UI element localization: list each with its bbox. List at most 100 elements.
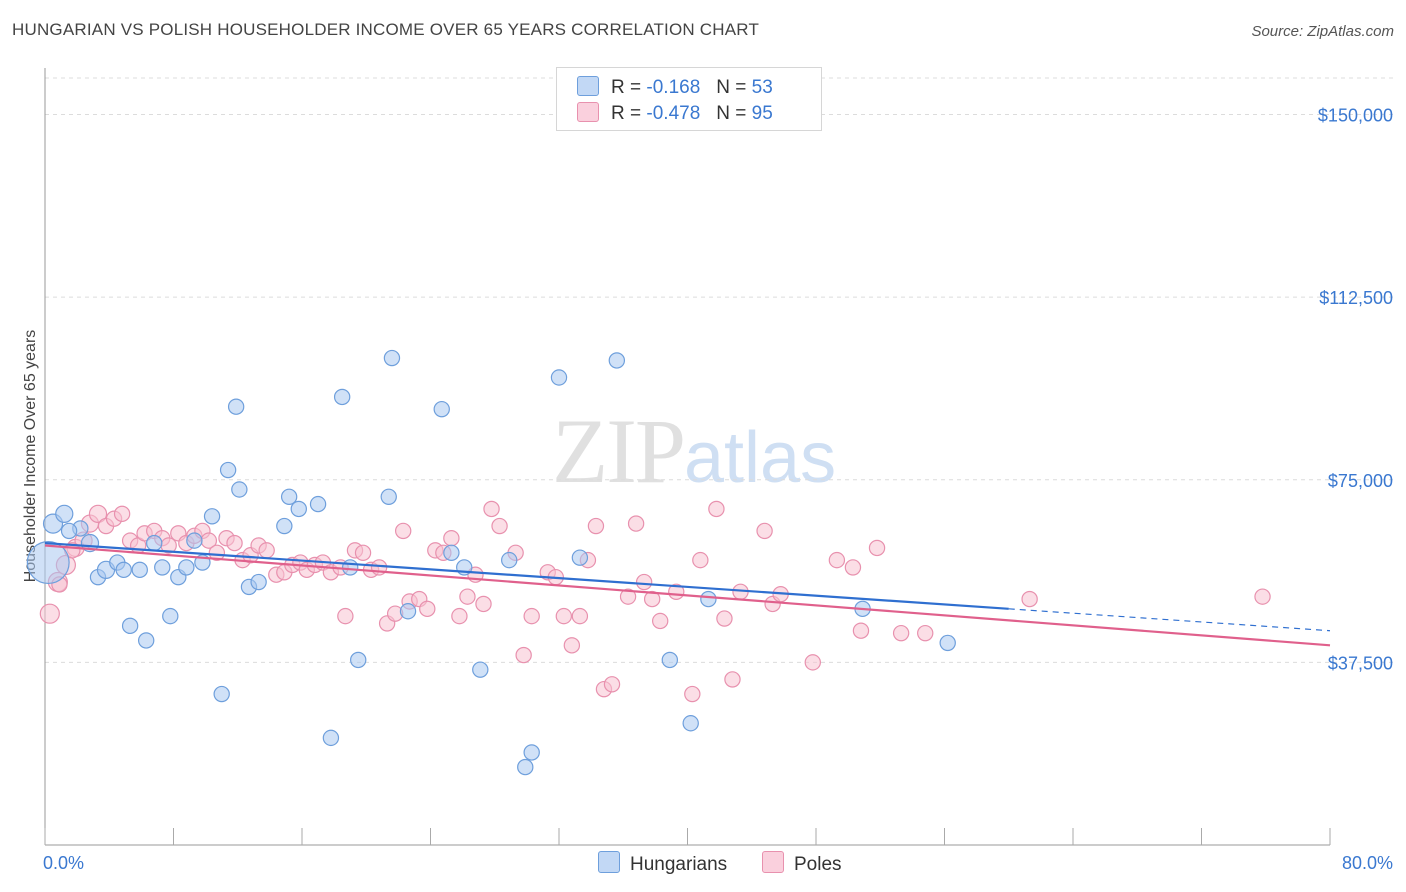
point-poles — [756, 522, 773, 540]
trendline-hungarians — [44, 541, 1009, 610]
bottom-legend-hungarians: Hungarians — [598, 851, 727, 876]
point-hungarians — [523, 744, 540, 761]
point-poles — [523, 607, 540, 625]
point-hungarians — [115, 561, 132, 579]
point-hungarians — [433, 400, 450, 418]
legend-swatch-hungarians — [577, 76, 599, 96]
point-poles — [475, 595, 492, 613]
point-hungarians — [26, 541, 70, 585]
watermark: ZIPatlas — [552, 398, 836, 504]
legend-r-value-hungarians: -0.168 — [646, 77, 701, 98]
y-tick-label: $75,000 — [1328, 471, 1393, 491]
point-poles — [337, 607, 354, 625]
bottom-legend-poles: Poles — [762, 851, 842, 876]
point-hungarians — [55, 504, 74, 524]
point-poles — [491, 517, 508, 535]
point-hungarians — [131, 561, 148, 579]
point-hungarians — [309, 495, 327, 513]
point-poles — [571, 607, 589, 625]
point-poles — [88, 504, 108, 524]
point-hungarians — [231, 481, 248, 498]
chart-title: HUNGARIAN VS POLISH HOUSEHOLDER INCOME O… — [12, 20, 760, 39]
point-poles — [555, 607, 573, 625]
y-tick-label: $37,500 — [1328, 653, 1393, 673]
point-poles — [716, 610, 733, 627]
legend-n-label: N = — [716, 77, 747, 98]
bottom-legend-swatch-hungarians — [598, 851, 620, 873]
point-hungarians — [219, 461, 237, 479]
point-hungarians — [137, 632, 155, 649]
legend-n-label: N = — [716, 103, 747, 124]
point-poles — [619, 588, 637, 605]
point-poles — [208, 544, 226, 562]
point-poles — [394, 522, 412, 540]
point-hungarians — [333, 388, 351, 406]
point-poles — [587, 517, 605, 535]
point-poles — [515, 646, 532, 664]
bottom-legend-swatch-poles — [762, 851, 784, 873]
point-hungarians — [661, 651, 679, 669]
point-hungarians — [682, 715, 699, 732]
point-poles — [844, 559, 862, 576]
y-axis-label: Householder Income Over 65 years — [22, 330, 39, 583]
point-poles — [354, 544, 372, 562]
point-hungarians — [443, 544, 460, 562]
legend-r-label: R = — [611, 77, 642, 98]
point-hungarians — [608, 352, 626, 369]
legend-swatch-poles — [577, 102, 599, 122]
point-hungarians — [380, 488, 397, 506]
point-hungarians — [227, 398, 245, 415]
point-hungarians — [146, 534, 163, 552]
point-poles — [563, 637, 581, 654]
x-tick-label-min: 0.0% — [43, 853, 84, 873]
watermark-zip: ZIP — [552, 400, 686, 502]
point-hungarians — [550, 369, 568, 386]
point-poles — [724, 671, 741, 688]
point-poles — [708, 500, 725, 518]
point-hungarians — [213, 685, 230, 703]
point-poles — [1021, 590, 1038, 608]
point-poles — [635, 573, 653, 591]
point-hungarians — [203, 508, 221, 525]
point-hungarians — [276, 517, 293, 535]
y-tick-label: $112,500 — [1319, 288, 1393, 308]
point-hungarians — [472, 661, 489, 678]
legend-r-value-poles: -0.478 — [646, 103, 701, 124]
point-poles — [643, 590, 661, 608]
legend-r-label: R = — [611, 103, 642, 124]
point-poles — [684, 685, 701, 703]
point-hungarians — [571, 549, 589, 566]
legend-row-hungarians: R = -0.168 N = 53 — [577, 76, 773, 100]
point-poles — [113, 505, 131, 523]
point-poles — [483, 500, 500, 518]
bottom-legend-label-poles: Poles — [794, 854, 842, 875]
point-poles — [852, 622, 870, 639]
trendline-poles — [44, 544, 1331, 647]
point-hungarians — [501, 551, 518, 569]
point-poles — [603, 676, 621, 693]
point-poles — [258, 542, 275, 559]
point-poles — [627, 515, 645, 532]
point-hungarians — [290, 500, 307, 518]
point-hungarians — [383, 349, 401, 367]
legend-row-poles: R = -0.478 N = 95 — [577, 102, 773, 126]
point-hungarians — [178, 559, 195, 576]
correlation-legend: R = -0.168 N = 53 R = -0.478 N = 95 — [556, 67, 822, 131]
point-hungarians — [60, 522, 78, 540]
legend-n-value-hungarians: 53 — [751, 77, 773, 98]
legend-n-value-poles: 95 — [751, 103, 773, 124]
point-poles — [892, 624, 910, 642]
point-hungarians — [280, 488, 298, 506]
point-hungarians — [121, 617, 139, 635]
point-hungarians — [700, 590, 717, 608]
point-hungarians — [162, 607, 179, 625]
point-poles — [459, 588, 476, 605]
x-tick-label-max: 80.0% — [1342, 853, 1393, 873]
point-poles — [804, 654, 821, 671]
point-hungarians — [186, 532, 203, 549]
watermark-atlas: atlas — [684, 418, 837, 498]
point-poles — [692, 551, 709, 569]
bottom-legend-label-hungarians: Hungarians — [630, 854, 728, 875]
point-hungarians — [341, 559, 359, 576]
